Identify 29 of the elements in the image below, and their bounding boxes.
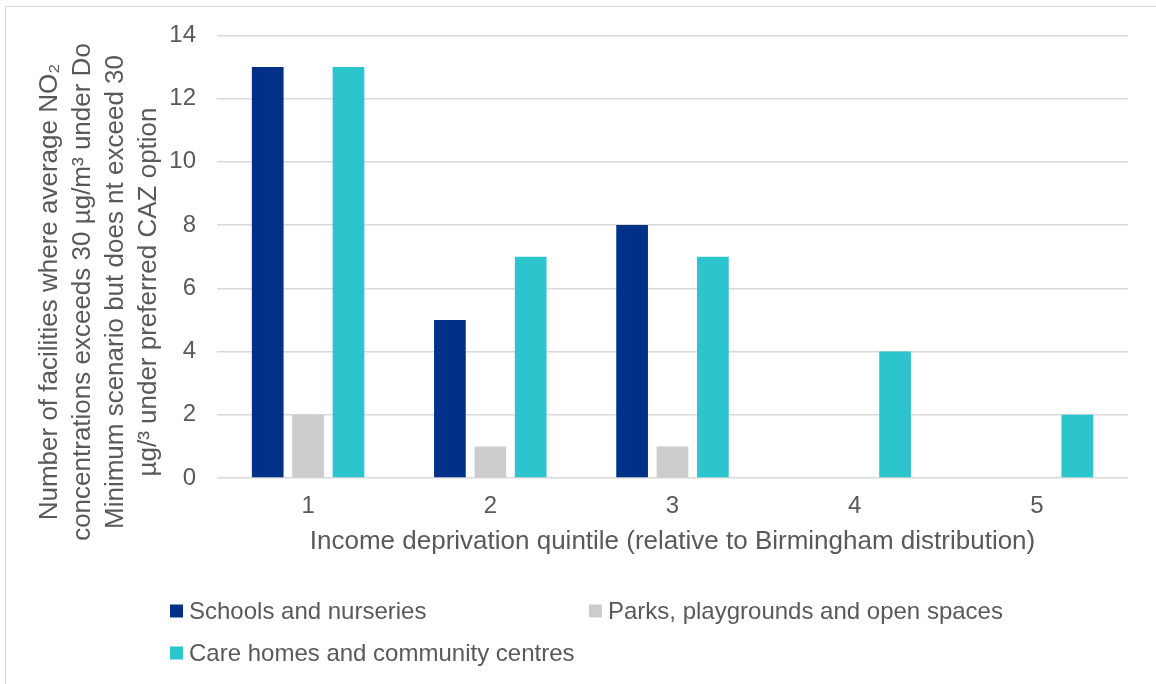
y-tick-label: 8 <box>182 209 196 237</box>
bar <box>697 256 729 478</box>
x-axis-title: Income deprivation quintile (relative to Birmingham distribution) <box>309 525 1036 556</box>
y-tick-label: 12 <box>169 83 196 111</box>
bar <box>1061 414 1094 478</box>
y-tick-label: 0 <box>182 462 196 490</box>
y-tick-label: 10 <box>169 146 196 174</box>
x-tick-label: 5 <box>1030 491 1044 519</box>
bar <box>656 446 689 478</box>
bar <box>434 319 466 478</box>
bar <box>616 225 648 478</box>
bar <box>514 256 547 478</box>
legend-label: Parks, playgrounds and open spaces <box>608 596 1003 624</box>
bar <box>879 351 911 478</box>
y-axis-title: Number of facilities where average NO₂ concentrations exceeds 30 µg/m³ under Do Minimum scenario but does nt exceed 30 µg/³ under preferred CAZ option <box>33 43 163 541</box>
y-tick-label: 4 <box>182 336 196 364</box>
bar <box>332 67 365 478</box>
x-tick-label: 3 <box>665 491 680 519</box>
legend-label: Schools and nurseries <box>189 596 427 624</box>
bar <box>292 414 324 478</box>
bar <box>474 446 507 478</box>
y-tick-label: 6 <box>182 272 196 300</box>
x-tick-label: 4 <box>848 491 862 519</box>
x-tick-label: 1 <box>301 491 315 519</box>
bar <box>251 67 284 478</box>
x-tick-label: 2 <box>483 491 497 519</box>
y-tick-label: 2 <box>182 399 196 427</box>
legend-label: Care homes and community centres <box>189 638 575 666</box>
y-tick-label: 14 <box>169 20 196 48</box>
